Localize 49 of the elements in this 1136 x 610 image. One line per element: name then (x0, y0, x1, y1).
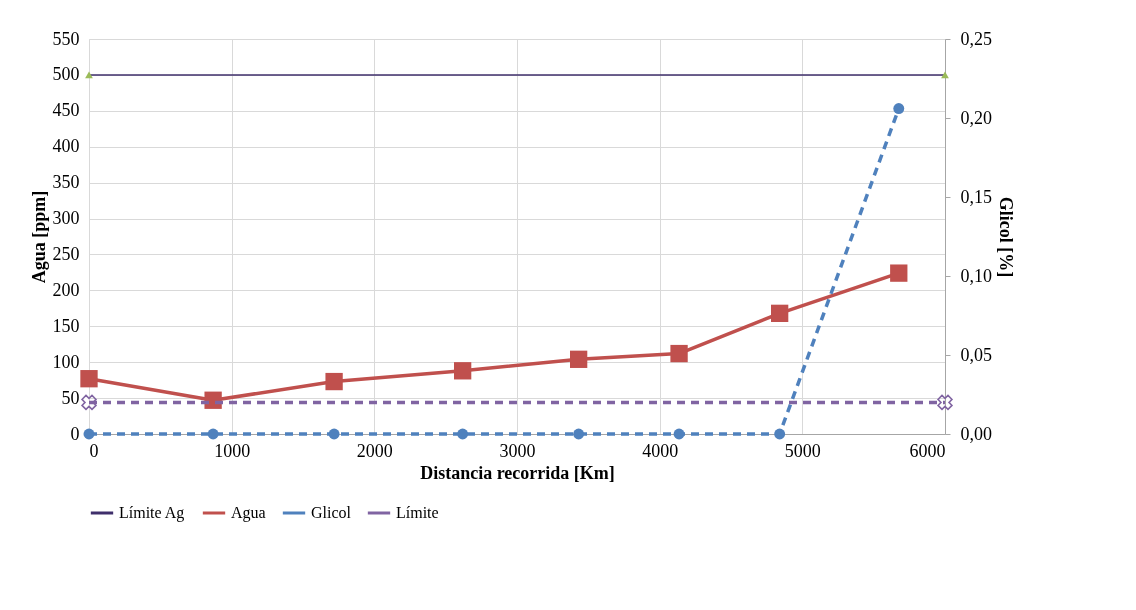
point (774, 428, 786, 440)
point (893, 103, 905, 114)
y2-tick-label: 0,15 (960, 186, 992, 207)
y2-axis-title: Glicol [%] (996, 196, 1016, 278)
y-axis-title: Agua [ppm] (28, 190, 49, 284)
point (670, 344, 688, 363)
point (890, 264, 908, 282)
y-tick-label: 250 (52, 243, 80, 264)
point (83, 428, 95, 440)
x-axis-title: Distancia recorrida [Km] (420, 462, 615, 483)
point (573, 428, 585, 440)
legend-label: Agua (231, 504, 266, 522)
x-tick-label: 4000 (642, 440, 679, 461)
point (328, 428, 340, 440)
y-tick-label: 500 (52, 64, 80, 85)
legend-label: Límite (396, 504, 439, 521)
point (81, 394, 97, 411)
x-tick-label: 3000 (499, 440, 536, 461)
point (453, 362, 472, 380)
y2-tick-label: 0,05 (960, 344, 992, 365)
point (569, 350, 588, 368)
point (770, 304, 789, 323)
legend-label: Límite Ag (119, 504, 185, 522)
x-tick-label: 2000 (356, 440, 393, 461)
point (80, 370, 98, 388)
y-tick-label: 50 (61, 387, 80, 408)
point (207, 428, 219, 440)
x-tick-label: 0 (89, 440, 99, 461)
y-tick-label: 200 (52, 279, 80, 300)
y-tick-label: 100 (52, 351, 80, 372)
y2-tick-label: 0,00 (960, 423, 992, 444)
y2-tick-label: 0,20 (960, 107, 992, 128)
x-tick-label: 5000 (784, 440, 821, 461)
y-tick-label: 350 (52, 172, 80, 193)
point (937, 394, 953, 411)
x-tick-label: 6000 (909, 440, 946, 461)
y2-tick-label: 0,25 (960, 28, 992, 49)
x-tick-label: 1000 (214, 440, 251, 461)
point (457, 428, 469, 440)
y-tick-label: 150 (52, 315, 80, 336)
legend-label: Glicol (311, 504, 352, 521)
point (325, 372, 343, 391)
y-tick-label: 400 (52, 136, 80, 157)
y-tick-label: 450 (52, 100, 80, 121)
y-tick-label: 300 (52, 208, 80, 229)
y-tick-label: 550 (52, 28, 80, 49)
point (673, 428, 685, 440)
y2-tick-label: 0,10 (960, 265, 992, 286)
y-tick-label: 0 (70, 423, 80, 444)
